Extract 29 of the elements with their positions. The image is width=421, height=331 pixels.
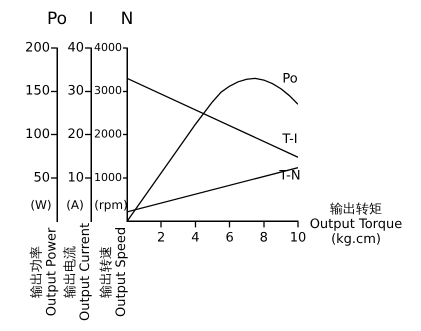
y-tick-label: 4000 (94, 40, 122, 54)
y-tick-label: 2000 (94, 128, 122, 141)
text: (W) (30, 198, 52, 212)
y2-axis-title: I (88, 9, 94, 30)
y2-tick-label: 20 (67, 127, 84, 142)
y2-tick-label: 10 (67, 170, 84, 186)
text: 输出电流 Output Current (63, 222, 94, 322)
series-label: Po (282, 71, 298, 86)
x-tick-label: 10 (290, 230, 306, 246)
y-tick-label: 3000 (94, 84, 122, 98)
text: 输出功率 Output Power (29, 228, 60, 316)
y-tick-label: 1000 (94, 170, 122, 184)
y3-tick-label: 200 (25, 40, 50, 56)
x-axis-title: 输出转矩 Output Torque (kg.cm) (310, 202, 402, 248)
y3-tick-label: 100 (25, 127, 50, 142)
y-axis-title: N (120, 9, 134, 30)
text: 输出转速 Output Speed (99, 226, 130, 318)
y2-tick-label: 40 (67, 40, 84, 56)
x-tick-label: 4 (191, 230, 200, 246)
annotation: (rpm) (94, 198, 128, 212)
y2-tick-label: 30 (67, 84, 84, 99)
y3-axis-title: Po (46, 9, 68, 30)
text: (A) (66, 198, 84, 212)
x-tick-label: 6 (225, 230, 234, 246)
x-tick-label: 2 (157, 230, 166, 246)
y3-tick-label: 150 (25, 84, 50, 99)
y3-tick-label: 50 (33, 170, 50, 186)
x-tick-label: 8 (260, 230, 268, 246)
series-label: T-I (281, 132, 298, 148)
